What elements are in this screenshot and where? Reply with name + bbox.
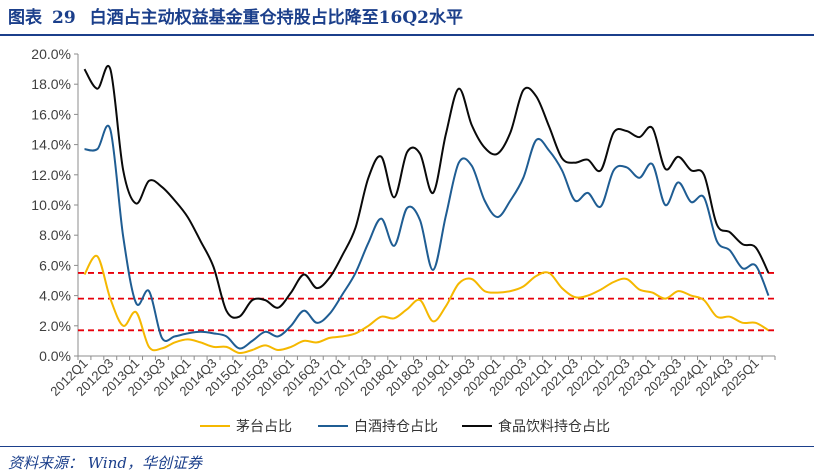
header-rule [0,34,814,36]
y-tick-label: 4.0% [39,288,71,304]
y-tick-label: 14.0% [31,137,71,153]
y-tick-label: 0.0% [39,348,71,364]
source-note: 资料来源： Wind，华创证券 [8,454,202,472]
legend-label-3: 食品饮料持仓占比 [498,418,610,435]
y-tick-label: 12.0% [31,167,71,183]
figure-title-text: 白酒占主动权益基金重仓持股占比降至16Q2水平 [89,8,463,28]
figure-number: 29 [52,8,76,28]
y-tick-label: 16.0% [31,106,71,122]
series-line-1 [83,254,770,355]
figure-label: 图表 [8,8,42,28]
series-line-2 [84,124,770,350]
y-tick-label: 18.0% [31,76,71,92]
legend-label-1: 茅台占比 [236,419,292,435]
y-tick-label: 10.0% [31,197,71,213]
y-tick-label: 2.0% [39,318,71,334]
legend-label-2: 白酒持仓占比 [354,419,438,435]
series-line-3 [83,65,770,319]
footer-rule [0,446,814,447]
line-chart: 0.0% 2.0% 4.0% 6.0% 8.0% 10.0% 12.0% 14.0% 16.0%… [31,46,776,435]
figure-title: 图表 29 白酒占主动权益基金重仓持股占比降至16Q2水平 [8,3,463,28]
y-tick-label: 8.0% [39,227,71,243]
y-tick-label: 20.0% [31,46,71,62]
y-tick-label: 6.0% [39,257,71,273]
